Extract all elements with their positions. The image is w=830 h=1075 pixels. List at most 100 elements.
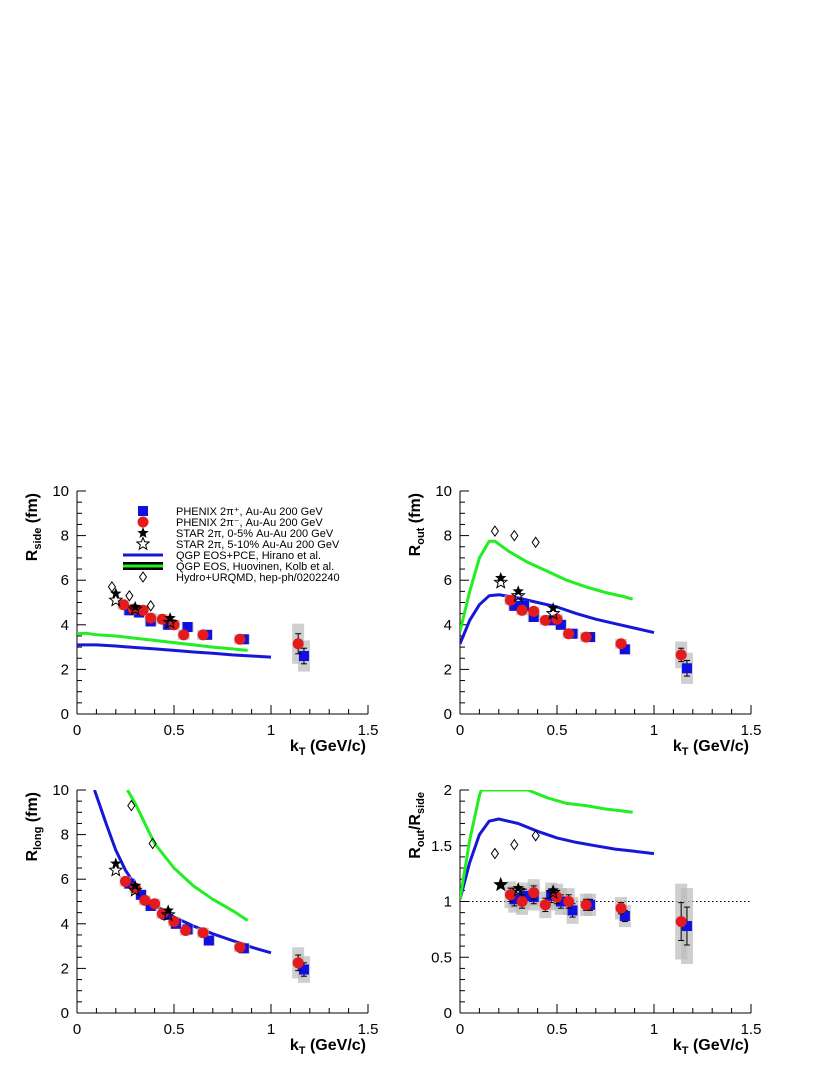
- y-tick-label: 8: [444, 528, 452, 545]
- data-point-star: [129, 879, 141, 891]
- x-tick-label: 0: [73, 1021, 81, 1038]
- data-point-square: [298, 964, 309, 975]
- data-point-circle: [168, 916, 180, 928]
- data-point-circle: [149, 898, 161, 910]
- x-tick-label: 1: [650, 1021, 658, 1038]
- x-tick-label: 1: [267, 1021, 275, 1038]
- legend-marker: [138, 571, 148, 583]
- data-point-diamond: [490, 847, 500, 860]
- y-tick-label: 6: [444, 572, 452, 589]
- y-tick-label: 2: [61, 960, 69, 977]
- x-tick-label: 0: [456, 1021, 464, 1038]
- data-point-diamond: [510, 838, 519, 851]
- y-tick-label: 0: [444, 1005, 452, 1022]
- legend-marker: [137, 516, 149, 528]
- data-point-circle: [675, 916, 687, 928]
- data-point-circle: [197, 927, 209, 939]
- data-point-diamond: [125, 589, 134, 602]
- data-point-diamond: [107, 581, 117, 593]
- x-tick-label: 0.5: [547, 722, 568, 739]
- series-line-5: [460, 790, 633, 900]
- data-point-star: [162, 904, 174, 916]
- legend-label: PHENIX 2π⁺, Au-Au 200 GeV: [176, 506, 323, 518]
- data-point-diamond: [127, 799, 136, 812]
- y-tick-label: 0: [61, 1005, 69, 1022]
- chart-panel-rside: 0 0.5 1 1.5 0 2 4 6 8 10 kT (GeV/c) Rside (fm) PHENI…: [24, 483, 378, 758]
- data-point-star: [495, 571, 507, 583]
- series-line-5: [460, 539, 634, 632]
- data-point-open-star: [493, 574, 509, 589]
- series-line-5: [77, 631, 248, 652]
- data-point-circle: [539, 614, 551, 626]
- data-point-square: [509, 894, 520, 905]
- data-point-square: [182, 622, 193, 633]
- data-point-circle: [145, 612, 157, 624]
- legend-item: QGP EOS+PCE, Hirano et al.: [123, 550, 321, 562]
- y-axis-label: Rside (fm): [24, 493, 44, 561]
- data-point-square: [619, 910, 630, 921]
- x-tick-label: 0.5: [164, 1021, 185, 1038]
- data-point-open-star: [493, 876, 509, 892]
- plot-area: [460, 790, 693, 964]
- data-point-diamond: [510, 529, 519, 542]
- legend-item: STAR 2π, 0-5% Au-Au 200 GeV: [137, 527, 334, 540]
- y-tick-label: 4: [61, 916, 69, 933]
- data-point-circle: [292, 638, 304, 650]
- x-tick-label: 1.5: [741, 722, 762, 739]
- plot-area: [77, 581, 310, 672]
- data-point-open-star: [545, 605, 561, 621]
- legend-item: PHENIX 2π⁺, Au-Au 200 GeV: [138, 506, 323, 518]
- x-axis-label: kT (GeV/c): [290, 738, 366, 758]
- data-point-circle: [563, 896, 575, 907]
- legend-item: Hydro+URQMD, hep-ph/0202240: [138, 571, 340, 584]
- data-point-circle: [168, 619, 180, 631]
- chart-panel-rout: 0 0.5 1 1.5 0 2 4 6 8 10 kT (GeV/c) Rout (fm): [407, 483, 761, 758]
- y-tick-label: 10: [52, 483, 69, 500]
- x-axis-label: kT (GeV/c): [290, 1037, 366, 1057]
- x-tick-label: 1: [267, 722, 275, 739]
- data-point-circle: [120, 875, 131, 887]
- data-point-circle: [504, 594, 516, 606]
- data-point-square: [136, 889, 147, 900]
- legend-label: QGP EOS+PCE, Hirano et al.: [176, 550, 321, 562]
- data-point-diamond: [148, 837, 157, 850]
- data-point-circle: [139, 894, 151, 906]
- data-point-star: [512, 585, 524, 597]
- x-tick-label: 0.5: [164, 722, 185, 739]
- legend-label: STAR 2π, 0-5% Au-Au 200 GeV: [176, 528, 334, 540]
- data-point-square: [619, 644, 630, 655]
- data-point-square: [509, 600, 520, 611]
- series-line-5: [126, 790, 249, 922]
- y-tick-label: 8: [61, 528, 69, 545]
- data-point-circle: [516, 604, 528, 616]
- x-tick-label: 1.5: [358, 722, 379, 739]
- data-point-open-star: [162, 614, 178, 629]
- series-line-4: [460, 817, 655, 900]
- y-tick-label: 1.5: [431, 838, 452, 855]
- data-point-open-star: [127, 882, 143, 897]
- data-point-circle: [178, 629, 190, 641]
- legend-item: QGP EOS, Huovinen, Kolb et al.: [123, 561, 334, 573]
- data-point-diamond: [531, 829, 540, 842]
- data-point-circle: [615, 638, 627, 650]
- legend-label: Hydro+URQMD, hep-ph/0202240: [176, 572, 340, 584]
- data-point-square: [203, 935, 214, 946]
- x-axis-label: kT (GeV/c): [673, 1037, 749, 1057]
- data-point-star: [495, 878, 507, 890]
- x-tick-label: 0.5: [547, 1021, 568, 1038]
- data-point-square: [546, 615, 557, 626]
- x-tick-label: 1.5: [741, 1021, 762, 1038]
- legend-label: STAR 2π, 5-10% Au-Au 200 GeV: [176, 539, 340, 551]
- legend-item: STAR 2π, 5-10% Au-Au 200 GeV: [135, 536, 340, 551]
- y-tick-label: 10: [435, 483, 452, 500]
- data-point-open-star: [510, 882, 526, 897]
- data-point-open-star: [108, 592, 124, 607]
- series-line-4: [77, 643, 272, 659]
- data-point-square: [519, 890, 530, 901]
- data-point-circle: [675, 649, 687, 661]
- data-point-star: [129, 600, 141, 612]
- data-point-square: [298, 651, 309, 662]
- data-point-star: [512, 882, 524, 893]
- y-axis-label: Rout (fm): [407, 493, 427, 556]
